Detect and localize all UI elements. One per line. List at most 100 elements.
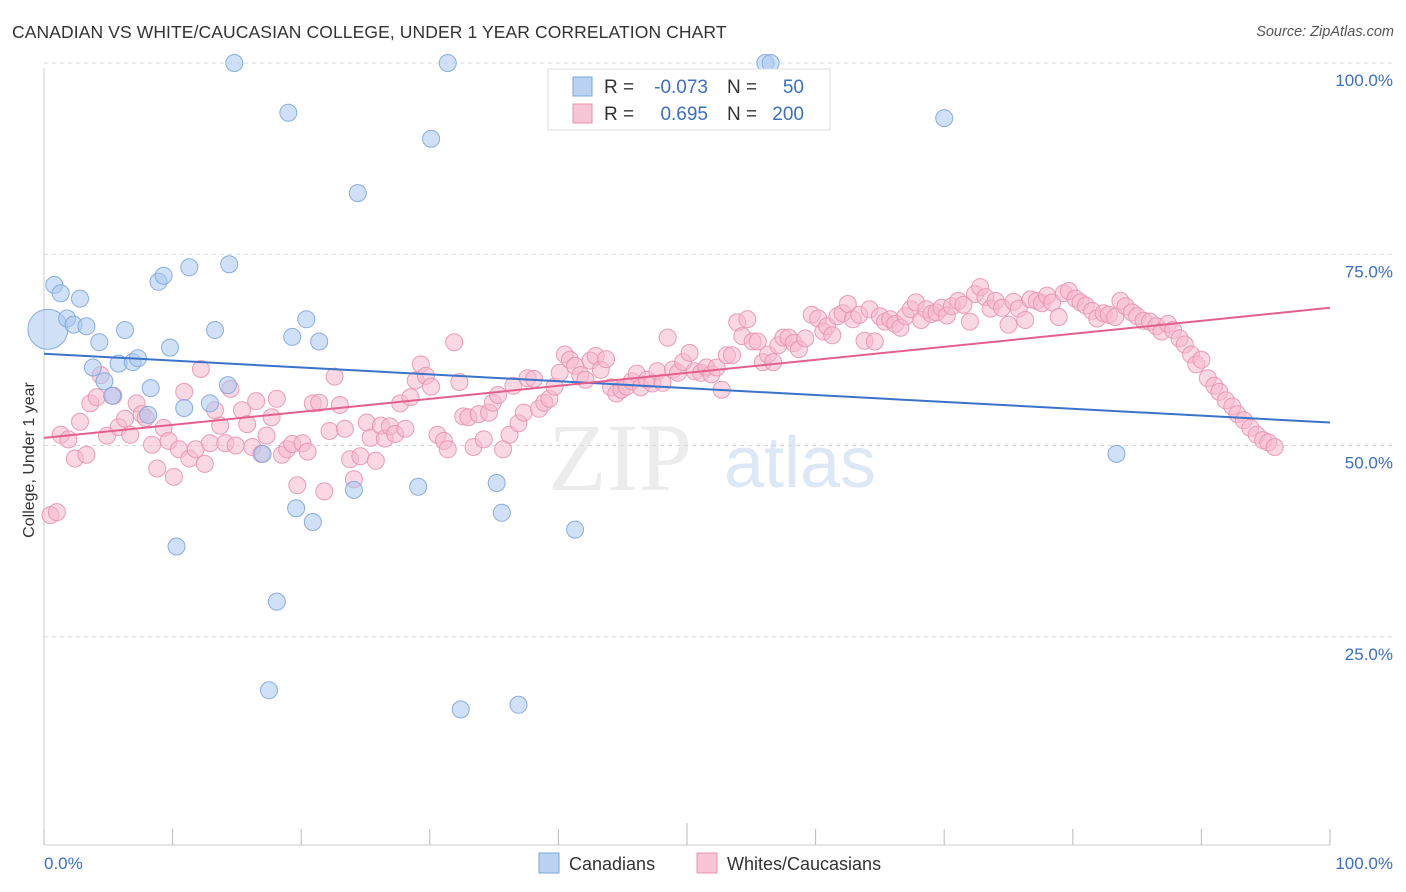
canadian-point	[161, 338, 179, 357]
white-caucasian-point	[738, 310, 757, 329]
canadian-point	[438, 54, 457, 72]
white-caucasian-point	[310, 393, 329, 412]
legend-label-whites: Whites/Caucasians	[727, 854, 881, 874]
white-caucasian-point	[47, 503, 66, 522]
white-caucasian-point	[191, 360, 210, 378]
canadian-point	[283, 327, 302, 346]
white-caucasian-point	[1192, 350, 1211, 369]
canadian-point	[95, 372, 114, 391]
white-caucasian-point	[330, 396, 349, 414]
white-caucasian-point	[999, 315, 1018, 334]
canadian-point	[492, 503, 511, 522]
canadian-point	[344, 480, 363, 499]
white-caucasian-point	[396, 419, 415, 438]
white-caucasian-point	[143, 435, 161, 454]
legend-stats-box	[547, 68, 831, 131]
legend-label-canadians: Canadians	[569, 854, 655, 874]
canadian-point	[220, 255, 239, 274]
white-caucasian-point	[445, 333, 464, 352]
canadian-point	[83, 358, 102, 377]
white-caucasian-point	[514, 403, 533, 422]
white-caucasian-point	[865, 332, 884, 351]
white-caucasian-point	[298, 442, 317, 461]
white-caucasian-point	[175, 382, 194, 401]
white-caucasian-point	[796, 329, 815, 348]
white-caucasian-point	[450, 373, 469, 391]
white-caucasian-point	[723, 346, 741, 365]
legend-swatch-whites	[696, 852, 718, 874]
legend-n-value: 200	[772, 104, 804, 125]
canadian-point	[310, 332, 329, 351]
white-caucasian-point	[200, 434, 219, 453]
white-caucasian-point	[658, 328, 677, 347]
white-caucasian-point	[707, 358, 726, 377]
white-caucasian-point	[238, 415, 257, 434]
white-caucasian-point	[262, 408, 281, 427]
white-caucasian-point	[576, 370, 595, 389]
white-caucasian-point	[351, 447, 370, 466]
white-caucasian-point	[87, 388, 106, 407]
white-caucasian-point	[748, 332, 767, 351]
y-tick-label: 50.0%	[1345, 454, 1393, 473]
legend-r-value: -0.073	[654, 77, 708, 98]
white-caucasian-point	[315, 482, 334, 501]
canadians-points	[27, 54, 1126, 719]
white-caucasian-point	[335, 419, 354, 438]
white-caucasian-point	[960, 312, 979, 331]
white-caucasian-point	[1265, 438, 1284, 456]
y-tick-label: 75.0%	[1345, 262, 1393, 281]
y-tick-label: 25.0%	[1345, 645, 1393, 664]
white-caucasian-point	[164, 467, 183, 486]
canadian-point	[77, 317, 96, 336]
white-caucasian-point	[597, 350, 615, 369]
canadian-point	[218, 376, 237, 395]
axes	[43, 68, 1331, 846]
canadian-point	[200, 394, 219, 413]
white-caucasian-point	[366, 451, 385, 470]
white-caucasian-point	[247, 392, 266, 411]
canadian-point	[225, 54, 244, 72]
white-caucasian-point	[438, 440, 457, 459]
canadian-point	[175, 399, 194, 417]
white-caucasian-point	[1049, 308, 1068, 326]
canadian-point	[297, 310, 316, 329]
canadian-point	[167, 537, 186, 556]
legend-n-label: N =	[727, 77, 757, 98]
canadians-trend-line	[43, 352, 1331, 424]
source-label: Source: ZipAtlas.com	[1256, 24, 1394, 40]
white-caucasian-point	[954, 295, 973, 314]
white-caucasian-point	[148, 459, 167, 478]
canadian-point	[487, 474, 506, 492]
white-caucasian-point	[764, 353, 783, 372]
legend-n-value: 50	[783, 77, 804, 98]
white-caucasian-point	[77, 445, 96, 464]
legend-swatch-canadians	[538, 852, 560, 874]
white-caucasian-point	[267, 389, 286, 408]
canadian-point	[154, 266, 173, 285]
legend-r-value: 0.695	[660, 104, 708, 125]
trend-lines	[43, 306, 1331, 439]
white-caucasian-point	[195, 454, 214, 473]
grid-lines	[44, 62, 1392, 638]
white-caucasian-point	[1016, 311, 1035, 329]
legend-swatch	[572, 76, 593, 97]
canadian-point	[1107, 444, 1126, 463]
canadian-point	[180, 258, 199, 277]
canadian-point	[303, 513, 322, 531]
tick-labels: 25.0% 50.0% 75.0% 100.0% 0.0% 100.0%	[44, 71, 1393, 873]
chart-title: CANADIAN VS WHITE/CAUCASIAN COLLEGE, UND…	[12, 22, 727, 42]
legend-r-label: R =	[604, 104, 634, 125]
canadian-point	[422, 129, 441, 148]
canadian-point	[451, 700, 470, 719]
canadian-point	[287, 499, 306, 518]
canadian-point	[267, 592, 286, 611]
white-caucasian-point	[226, 436, 245, 455]
legend: Canadians Whites/Caucasians	[538, 852, 881, 874]
canadian-point	[90, 333, 109, 352]
watermark-zip: ZIP	[548, 404, 692, 511]
canadian-point	[409, 477, 428, 496]
canadian-point	[116, 321, 134, 339]
x-tick-label-max: 100.0%	[1335, 854, 1393, 873]
watermark-atlas: atlas	[724, 423, 876, 503]
white-caucasian-point	[823, 326, 842, 345]
